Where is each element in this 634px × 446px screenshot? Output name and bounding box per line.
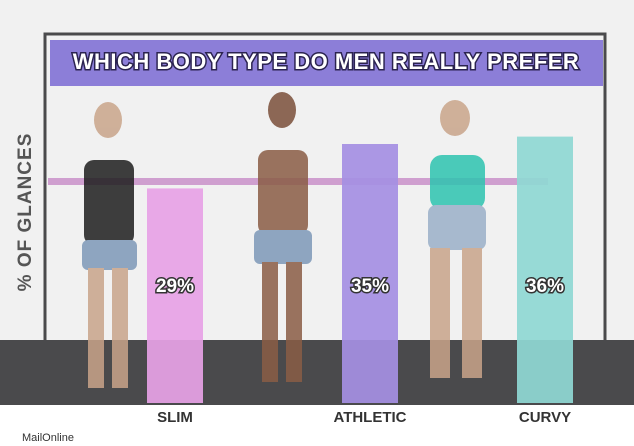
chart-title: WHICH BODY TYPE DO MEN REALLY PREFER bbox=[73, 49, 580, 74]
bar bbox=[342, 144, 398, 403]
x-tick-label: SLIM bbox=[157, 409, 193, 426]
footer-strip bbox=[0, 405, 634, 446]
y-axis-label: % OF GLANCES bbox=[15, 133, 36, 292]
x-tick-label: ATHLETIC bbox=[333, 409, 406, 426]
bar bbox=[517, 136, 573, 403]
value-label: 29% bbox=[156, 276, 194, 297]
source: MailOnline bbox=[22, 432, 74, 444]
value-label: 36% bbox=[526, 276, 564, 297]
frame bbox=[43, 32, 607, 366]
figures bbox=[82, 92, 486, 388]
value-label: 35% bbox=[351, 276, 389, 297]
title-banner bbox=[50, 40, 603, 86]
x-tick-label: CURVY bbox=[519, 409, 571, 426]
bar bbox=[147, 188, 203, 403]
